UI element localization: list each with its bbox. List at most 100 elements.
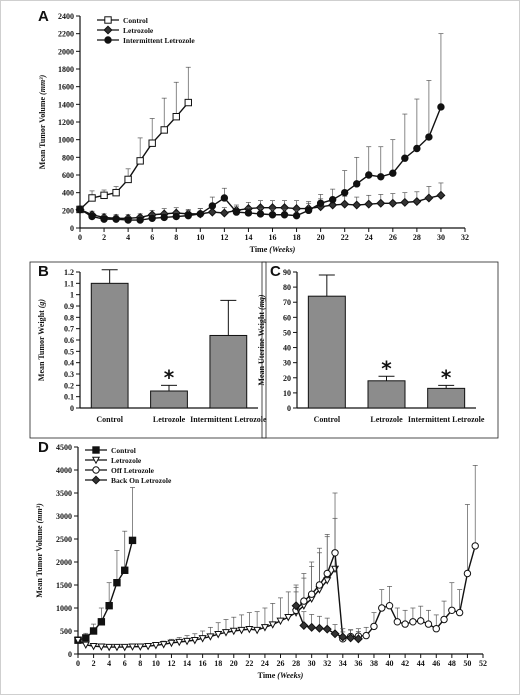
data-point (409, 618, 417, 626)
data-point (208, 202, 217, 210)
x-tick-label: 2 (102, 233, 106, 242)
category-label: Control (96, 415, 123, 424)
panel-letter: B (38, 263, 49, 280)
x-tick-label: 24 (261, 659, 269, 668)
significance-star: * (381, 356, 392, 380)
data-point (128, 536, 137, 545)
data-point (196, 210, 205, 218)
x-axis-label: Time (Weeks) (250, 245, 296, 254)
panel-letter: C (270, 263, 281, 280)
x-tick-label: 8 (138, 659, 142, 668)
series-off-letrozole (292, 465, 479, 643)
x-tick-label: 52 (479, 659, 487, 668)
data-point (437, 103, 445, 111)
data-point (365, 171, 373, 179)
data-point (220, 194, 229, 202)
data-point (370, 622, 378, 631)
data-point (136, 157, 144, 165)
data-point (352, 200, 362, 210)
data-point (82, 634, 90, 642)
x-tick-label: 14 (183, 659, 191, 668)
series-control (76, 66, 192, 214)
data-point (315, 581, 324, 589)
data-point (88, 194, 96, 202)
data-point (455, 608, 464, 617)
y-tick-label: 20 (283, 374, 291, 383)
panel-frame (29, 261, 267, 439)
x-tick-label: 18 (293, 233, 301, 242)
data-point (316, 199, 325, 207)
y-tick-label: 0 (287, 404, 291, 413)
y-tick-label: 0.4 (64, 359, 74, 368)
data-point (172, 113, 180, 121)
data-point (160, 126, 168, 134)
data-point (304, 206, 313, 215)
y-tick-label: 4500 (56, 443, 72, 452)
x-tick-label: 32 (323, 659, 331, 668)
y-tick-label: 500 (60, 627, 72, 636)
data-point (97, 618, 106, 626)
category-label: Letrozole (153, 415, 186, 424)
data-point (353, 180, 361, 188)
data-point (172, 212, 180, 221)
x-tick-label: 40 (386, 659, 394, 668)
y-tick-label: 1800 (58, 65, 74, 74)
legend-label: Intermittent Letrozole (123, 36, 195, 45)
panel-letter: A (38, 8, 49, 25)
data-point (323, 569, 331, 578)
y-tick-label: 3500 (56, 489, 72, 498)
y-tick-label: 30 (283, 359, 291, 368)
x-tick-label: 38 (370, 659, 378, 668)
data-point (124, 216, 132, 224)
data-point (190, 637, 199, 645)
data-point (113, 579, 121, 587)
y-tick-label: 200 (62, 206, 74, 215)
x-tick-label: 6 (123, 659, 127, 668)
y-tick-label: 0.8 (64, 313, 74, 322)
category-label: Intermittent Letrozole (190, 415, 267, 424)
data-point (81, 641, 90, 650)
y-tick-label: 0.5 (64, 347, 74, 356)
x-tick-label: 2 (92, 659, 96, 668)
data-point (237, 626, 246, 635)
bar-intermittent-letrozole (209, 334, 248, 409)
data-point (340, 188, 349, 197)
data-point (292, 211, 301, 220)
data-point (136, 643, 145, 651)
data-point (144, 642, 153, 651)
data-point (232, 208, 241, 216)
data-point (314, 623, 324, 633)
data-point (112, 215, 120, 223)
data-point (112, 188, 120, 197)
data-point (338, 632, 348, 642)
data-point (353, 634, 363, 644)
y-tick-label: 2000 (58, 47, 74, 56)
legend-marker (91, 456, 101, 465)
x-tick-label: 0 (76, 659, 80, 668)
y-tick-label: 1 (70, 291, 74, 300)
data-point (424, 193, 434, 203)
y-tick-label: 1.1 (64, 279, 74, 288)
y-tick-label: 60 (283, 313, 291, 322)
y-tick-label: 70 (283, 298, 291, 307)
y-axis-label: Mean Tumor Weight (g) (37, 299, 46, 381)
bar-intermittent-letrozole (427, 387, 466, 409)
data-point (471, 542, 479, 550)
data-point (260, 624, 269, 632)
x-tick-label: 28 (413, 233, 421, 242)
legend-label: Control (111, 446, 136, 455)
data-point (440, 615, 448, 624)
y-tick-label: 600 (62, 171, 74, 180)
data-point (300, 597, 308, 605)
data-point (448, 606, 456, 614)
data-point (112, 643, 121, 652)
x-tick-label: 12 (167, 659, 175, 668)
x-tick-label: 10 (196, 233, 204, 242)
x-tick-label: 12 (220, 233, 228, 242)
x-tick-label: 30 (437, 233, 445, 242)
data-point (100, 215, 108, 223)
data-point (378, 604, 386, 612)
data-point (268, 211, 277, 219)
data-point (105, 602, 113, 610)
legend-label: Letrozole (111, 456, 142, 465)
